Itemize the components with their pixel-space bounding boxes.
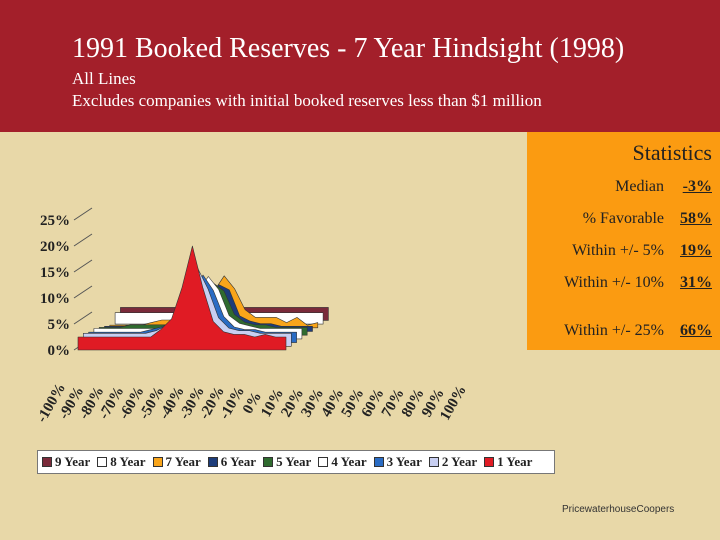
stat-value: 19% (680, 242, 712, 259)
stat-row-favorable: % Favorable 58% (527, 210, 720, 232)
legend-item: 3 Year (373, 454, 422, 470)
legend-item: 2 Year (428, 454, 478, 470)
stat-row-median: Median -3% (527, 178, 720, 200)
stat-row-within-10: Within +/- 10% 31% (527, 274, 720, 296)
legend-swatch (318, 457, 329, 467)
y-gridline (73, 259, 93, 273)
subtitle-line-1: All Lines (72, 69, 136, 88)
stat-row-within-5: Within +/- 5% 19% (527, 242, 720, 264)
y-gridline (73, 285, 93, 299)
subtitle-line-2: Excludes companies with initial booked r… (72, 91, 542, 110)
legend-item: 9 Year (42, 454, 90, 470)
legend-label: 4 Year (331, 454, 367, 469)
statistics-panel: Statistics Median -3% % Favorable 58% Wi… (527, 132, 720, 350)
legend-swatch (152, 457, 163, 467)
statistics-title: Statistics (632, 140, 712, 165)
legend-swatch (484, 457, 495, 467)
legend-item: 1 Year (484, 454, 532, 470)
legend-item: 5 Year (263, 454, 311, 470)
legend-swatch (263, 457, 274, 467)
chart-legend: 9 Year 8 Year 7 Year 6 Year 5 Year 4 Year 3 Ye… (37, 450, 555, 474)
stat-value: 31% (680, 274, 712, 291)
y-gridline (73, 233, 93, 247)
stat-label: Within +/- 25% (564, 322, 664, 339)
stat-value: 58% (680, 210, 712, 227)
legend-item: 8 Year (97, 454, 146, 470)
legend-swatch (373, 457, 384, 467)
y-tick-label: 5% (48, 317, 71, 333)
stat-label: Within +/- 10% (564, 274, 664, 291)
page-title: 1991 Booked Reserves - 7 Year Hindsight … (72, 33, 625, 64)
legend-label: 8 Year (110, 454, 146, 469)
legend-swatch (428, 457, 439, 467)
legend-item: 7 Year (152, 454, 201, 470)
stat-value: 66% (680, 322, 712, 339)
legend-label: 6 Year (220, 454, 257, 469)
legend-label: 7 Year (165, 454, 201, 469)
legend-label: 1 Year (497, 454, 533, 469)
footer-credit: PricewaterhouseCoopers (562, 504, 675, 515)
y-tick-label: 10% (40, 291, 70, 307)
stat-label: Within +/- 5% (572, 242, 664, 259)
legend-swatch (207, 457, 218, 467)
stat-label: % Favorable (582, 210, 664, 227)
legend-item: 6 Year (207, 454, 257, 470)
legend-label: 3 Year (386, 454, 422, 469)
legend-label: 9 Year (55, 454, 91, 469)
y-tick-label: 20% (40, 239, 70, 255)
legend-label: 2 Year (441, 454, 478, 469)
legend-swatch (97, 457, 108, 467)
y-gridline (73, 311, 93, 325)
stat-row-within-25: Within +/- 25% 66% (527, 322, 720, 344)
legend-label: 5 Year (276, 454, 312, 469)
y-tick-label: 25% (40, 213, 70, 229)
area-series (77, 245, 287, 351)
y-tick-label: 0% (48, 343, 71, 359)
legend-swatch (42, 457, 52, 467)
legend-item: 4 Year (318, 454, 367, 470)
y-tick-label: 15% (40, 265, 70, 281)
stat-value: -3% (682, 178, 712, 195)
y-gridline (73, 207, 93, 221)
title-banner: 1991 Booked Reserves - 7 Year Hindsight … (0, 0, 720, 132)
stat-label: Median (615, 178, 664, 195)
